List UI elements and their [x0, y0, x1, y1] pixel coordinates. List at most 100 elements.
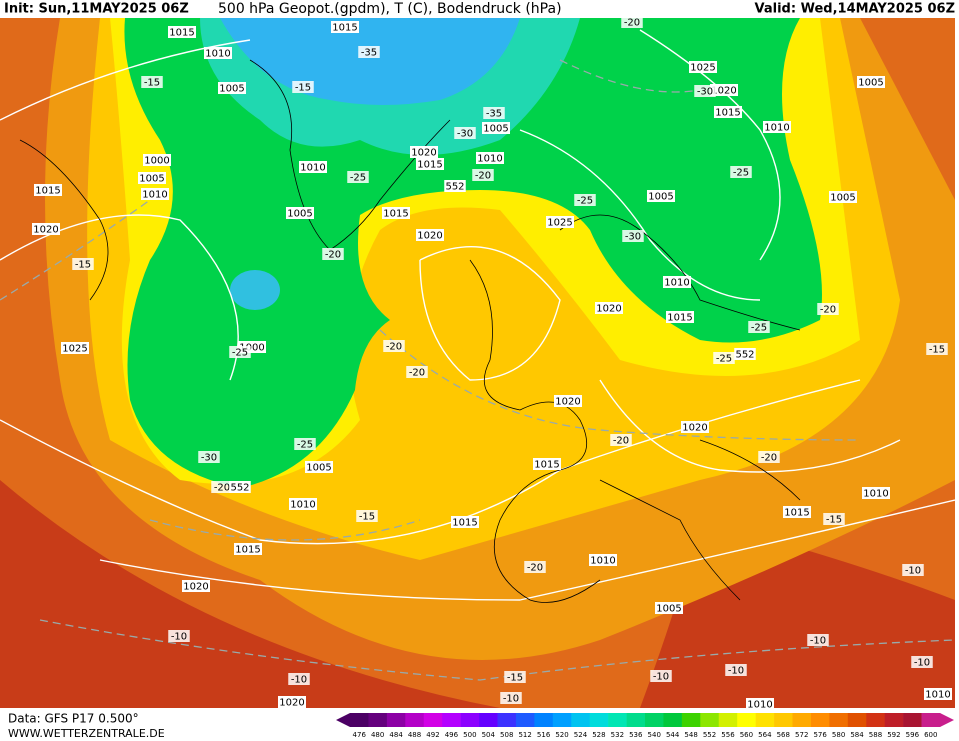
valid-time: Valid: Wed,14MAY2025 06Z: [755, 2, 955, 17]
colorbar-label: 516: [537, 731, 551, 739]
temperature-label: -25: [733, 168, 749, 179]
colorbar-cell: [552, 713, 572, 727]
temperature-label: -25: [577, 196, 593, 207]
colorbar-label: 540: [648, 731, 661, 739]
label-box: [504, 671, 526, 683]
colorbar-cell: [903, 713, 922, 727]
temperature-label: -30: [201, 453, 217, 464]
label-box: [694, 85, 716, 97]
pressure-label: 1020: [183, 582, 208, 593]
colorbar-label: 548: [684, 731, 697, 739]
colorbar-label: 580: [832, 731, 845, 739]
label-box: [410, 146, 438, 158]
temperature-label: -35: [361, 48, 377, 59]
label-box: [817, 303, 839, 315]
label-box: [725, 664, 747, 676]
colorbar-cell: [442, 713, 461, 727]
colorbar-label: 492: [426, 731, 439, 739]
colorbar-label: 584: [850, 731, 864, 739]
label-box: [610, 434, 632, 446]
pressure-label: 1020: [555, 397, 580, 408]
label-box: [143, 154, 171, 166]
temperature-label: -25: [751, 323, 767, 334]
website: WWW.WETTERZENTRALE.DE: [8, 727, 165, 740]
label-box: [857, 76, 885, 88]
pressure-label: 1015: [417, 160, 442, 171]
colorbar-label: 488: [408, 731, 421, 739]
pressure-label: 552: [735, 350, 754, 361]
label-box: [482, 122, 510, 134]
label-box: [763, 121, 791, 133]
label-box: [730, 166, 752, 178]
colorbar-cell: [737, 713, 756, 727]
colorbar-cell: [571, 713, 590, 727]
label-box: [476, 152, 504, 164]
temperature-label: -15: [826, 515, 842, 526]
colorbar-cell: [921, 713, 941, 727]
temperature-label: -25: [297, 440, 313, 451]
pressure-label: 1015: [169, 28, 194, 39]
colorbar-label: 528: [592, 731, 605, 739]
temperature-label: -30: [697, 87, 713, 98]
colorbar-label: 524: [574, 731, 588, 739]
colorbar-arrow-left: [336, 713, 350, 727]
colorbar-cell: [460, 713, 480, 727]
label-box: [911, 656, 933, 668]
colorbar-cell: [774, 713, 793, 727]
colorbar-label: 556: [721, 731, 735, 739]
colorbar-cell: [847, 713, 867, 727]
label-box: [554, 395, 582, 407]
colorbar-cell: [755, 713, 775, 727]
temperature-label: -15: [295, 83, 311, 94]
label-box: [666, 311, 694, 323]
label-box: [748, 321, 770, 333]
pressure-label: 1015: [534, 460, 559, 471]
pressure-label: 1015: [452, 518, 477, 529]
label-box: [713, 352, 735, 364]
colorbar-label: 576: [813, 731, 827, 739]
temperature-label: -20: [325, 250, 341, 261]
pressure-label: 1020: [411, 148, 436, 159]
colorbar-label: 596: [906, 731, 920, 739]
label-box: [622, 230, 644, 242]
label-box: [862, 487, 890, 499]
label-box: [141, 76, 163, 88]
pressure-label: 1010: [747, 700, 772, 711]
label-box: [229, 481, 251, 493]
temperature-label: -10: [171, 632, 187, 643]
pressure-label: 1010: [290, 500, 315, 511]
pressure-label: 1005: [656, 604, 681, 615]
field-warm-sw: [0, 480, 500, 708]
label-box: [472, 169, 494, 181]
colorbar-cell: [792, 713, 812, 727]
colorbar-cell: [884, 713, 904, 727]
colorbar-cell: [608, 713, 627, 727]
label-box: [454, 127, 476, 139]
temperature-label: -15: [359, 512, 375, 523]
pressure-label: 1010: [925, 690, 950, 701]
pressure-label: 1010: [764, 123, 789, 134]
temperature-label: -15: [144, 78, 160, 89]
temperature-label: -10: [503, 694, 519, 705]
temperature-label: -15: [75, 260, 91, 271]
colorbar-label: 496: [445, 731, 459, 739]
label-box: [416, 229, 444, 241]
temperature-label: -20: [527, 563, 543, 574]
label-box: [168, 630, 190, 642]
label-box: [655, 602, 683, 614]
label-box: [358, 46, 380, 58]
label-box: [289, 498, 317, 510]
label-box: [483, 107, 505, 119]
temperature-label: -20: [761, 453, 777, 464]
pressure-label: 1010: [142, 190, 167, 201]
temperature-label: -35: [486, 109, 502, 120]
temperature-label: -25: [232, 348, 248, 359]
data-source: Data: GFS P17 0.500°: [8, 712, 139, 726]
temperature-label: -20: [386, 342, 402, 353]
header-band: [0, 0, 959, 18]
colorbar-cell: [386, 713, 406, 727]
colorbar-cell: [368, 713, 388, 727]
colorbar-cell: [534, 713, 554, 727]
